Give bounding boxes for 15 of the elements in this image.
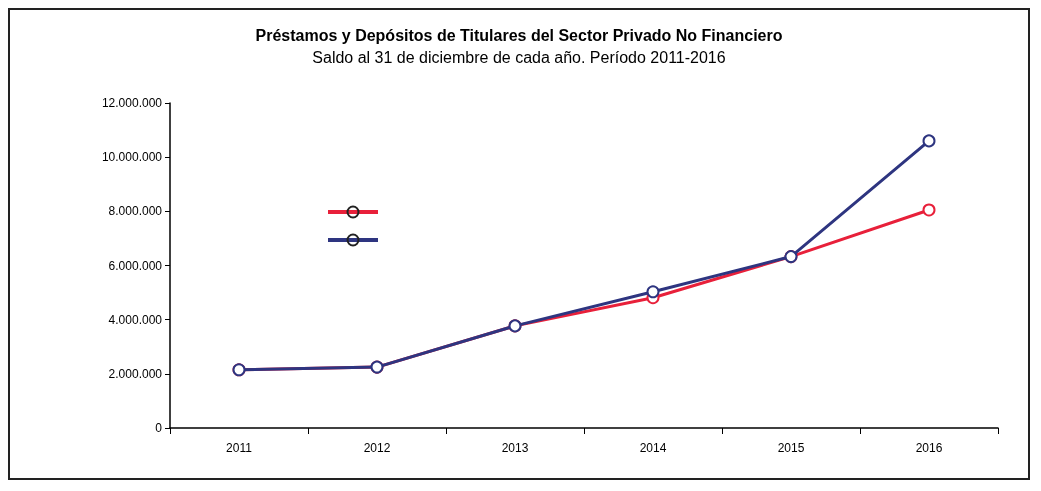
x-tick-label: 2015 [777, 441, 805, 455]
y-tick-label: 8.000.000 [108, 204, 163, 219]
y-tick-label: 10.000.000 [101, 150, 163, 165]
y-tick-label: 6.000.000 [108, 258, 163, 273]
x-tick-label: 2012 [363, 441, 391, 455]
chart-title: Préstamos y Depósitos de Titulares del Sector Privado No Financiero [255, 26, 783, 44]
y-tick-label: 0 [155, 421, 163, 435]
x-tick-label: 2016 [915, 441, 943, 455]
y-tick-label: 12.000.000 [101, 96, 163, 110]
y-tick-label: 2.000.000 [108, 366, 163, 381]
x-tick-label: 2013 [501, 441, 529, 455]
chart-subtitle: Saldo al 31 de diciembre de cada año. Período 2011-2016 [312, 48, 726, 66]
x-tick-label: 2014 [639, 441, 667, 455]
x-tick-label: 2011 [226, 441, 253, 455]
y-tick-label: 4.000.000 [108, 312, 163, 327]
